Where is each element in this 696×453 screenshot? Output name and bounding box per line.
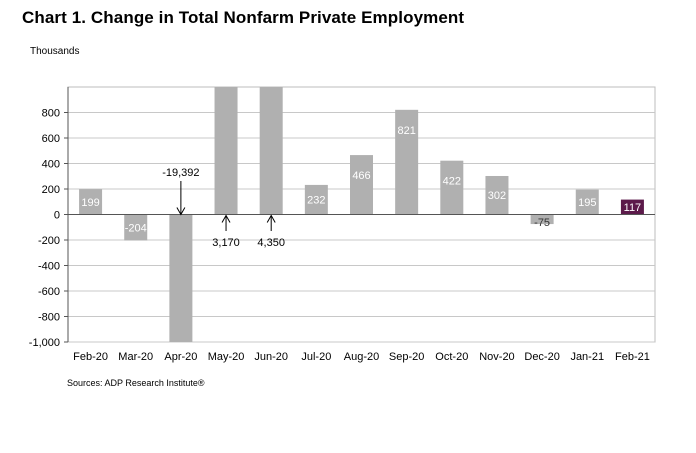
x-tick-label: Dec-20 [524,351,559,363]
bar [259,87,283,215]
x-tick-label: Sep-20 [389,351,424,363]
annotation-label: -19,392 [162,167,199,179]
x-tick-label: Jun-20 [254,351,288,363]
bar [395,109,419,215]
x-tick-label: Jan-21 [570,351,604,363]
x-tick-label: May-20 [208,351,245,363]
bar [304,184,328,215]
y-tick-label: -400 [38,261,60,273]
y-tick-label: -200 [38,235,60,247]
bar [440,160,464,215]
bar [530,214,554,225]
bar [350,155,373,215]
bar [79,189,103,215]
x-tick-label: Apr-20 [164,351,197,363]
y-tick-label: -600 [38,286,60,298]
bar [124,214,148,241]
x-tick-label: Nov-20 [479,351,514,363]
y-axis-label: Thousands [30,46,80,57]
x-tick-label: Mar-20 [118,351,153,363]
x-tick-label: Feb-21 [615,351,650,363]
annotation-arrowhead [176,207,186,216]
annotation-label: 3,170 [212,237,240,249]
bar [575,189,599,215]
data-label: -75 [534,217,550,229]
data-label: 821 [397,125,415,137]
y-tick-label: -800 [38,312,60,324]
y-tick-label: 0 [54,210,60,222]
data-label: 466 [352,170,370,182]
y-tick-label: 200 [42,184,60,196]
x-tick-label: Jul-20 [301,351,331,363]
y-tick-label: 800 [42,108,60,120]
data-label: -204 [125,223,147,235]
data-label: 302 [488,190,506,202]
x-tick-label: Oct-20 [435,351,468,363]
bar [169,214,193,342]
bar [485,175,509,215]
bar [214,87,238,215]
x-tick-label: Aug-20 [344,351,379,363]
data-label: 422 [443,176,461,188]
data-label: 117 [624,202,642,214]
y-tick-label: 600 [42,133,60,145]
x-tick-label: Feb-20 [73,351,108,363]
data-label: 232 [307,195,325,207]
data-label: 199 [81,197,99,209]
annotation-arrowhead [221,214,231,223]
y-tick-label: -1,000 [29,337,60,349]
annotation-arrowhead [266,214,276,223]
source-note: Sources: ADP Research Institute® [67,378,205,388]
annotation-label: 4,350 [257,237,285,249]
y-tick-label: 400 [42,159,60,171]
chart-title: Chart 1. Change in Total Nonfarm Private… [22,8,465,27]
bar [620,199,644,215]
data-label: 195 [578,197,596,209]
